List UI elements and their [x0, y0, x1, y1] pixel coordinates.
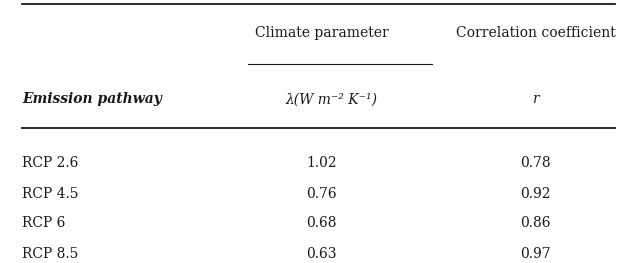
- Text: r: r: [532, 92, 539, 106]
- Text: 0.92: 0.92: [520, 187, 551, 201]
- Text: RCP 8.5: RCP 8.5: [22, 247, 79, 261]
- Text: RCP 2.6: RCP 2.6: [22, 156, 79, 170]
- Text: 0.76: 0.76: [307, 187, 337, 201]
- Text: Climate parameter: Climate parameter: [255, 26, 389, 40]
- Text: 1.02: 1.02: [307, 156, 337, 170]
- Text: 0.63: 0.63: [307, 247, 337, 261]
- Text: RCP 6: RCP 6: [22, 216, 66, 230]
- Text: Correlation coefficient: Correlation coefficient: [456, 26, 615, 40]
- Text: 0.86: 0.86: [520, 216, 551, 230]
- Text: 0.97: 0.97: [520, 247, 551, 261]
- Text: λ(W m⁻² K⁻¹): λ(W m⁻² K⁻¹): [285, 92, 377, 106]
- Text: Emission pathway: Emission pathway: [22, 92, 163, 106]
- Text: 0.68: 0.68: [307, 216, 337, 230]
- Text: 0.78: 0.78: [520, 156, 551, 170]
- Text: RCP 4.5: RCP 4.5: [22, 187, 79, 201]
